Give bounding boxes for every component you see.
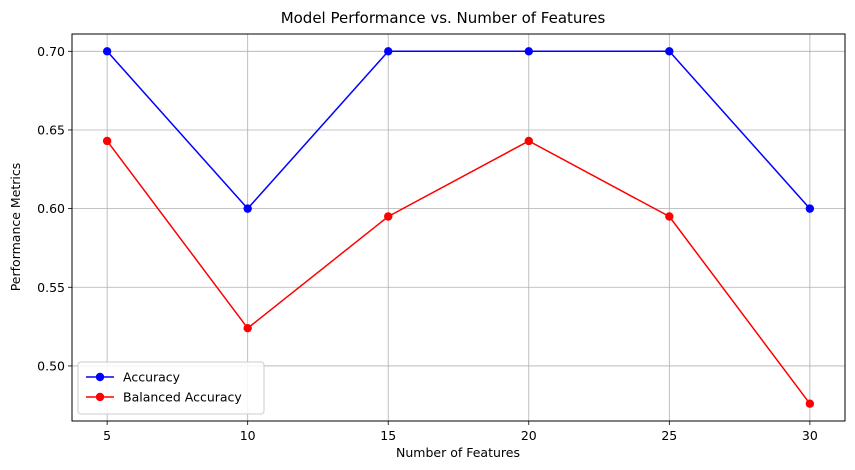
y-tick-label: 0.60 bbox=[37, 201, 65, 216]
y-axis-label: Performance Metrics bbox=[8, 163, 23, 292]
data-point bbox=[384, 212, 393, 221]
x-tick-label: 5 bbox=[103, 428, 111, 443]
series-line bbox=[106, 140, 811, 405]
y-axis-ticks: 0.50 0.55 0.60 0.65 0.70 bbox=[37, 44, 72, 373]
y-tick-label: 0.65 bbox=[37, 122, 65, 137]
x-tick-label: 20 bbox=[521, 428, 537, 443]
x-tick-label: 30 bbox=[802, 428, 818, 443]
data-point bbox=[384, 47, 393, 56]
data-point bbox=[243, 204, 252, 213]
data-point bbox=[524, 47, 533, 56]
legend-label: Balanced Accuracy bbox=[123, 390, 242, 405]
plot-frame bbox=[71, 33, 846, 422]
data-point bbox=[524, 136, 533, 146]
x-axis-label: Number of Features bbox=[396, 445, 520, 460]
series-line bbox=[106, 50, 811, 210]
y-tick-label: 0.70 bbox=[37, 44, 65, 59]
x-tick-label: 25 bbox=[661, 428, 677, 443]
data-point bbox=[102, 136, 112, 146]
series-1 bbox=[102, 136, 815, 408]
legend-box bbox=[77, 361, 265, 415]
chart-title: Model Performance vs. Number of Features bbox=[281, 9, 606, 27]
series-layer bbox=[102, 47, 815, 408]
x-tick-label: 10 bbox=[240, 428, 256, 443]
data-point bbox=[805, 399, 815, 408]
x-axis-ticks: 5 10 15 20 25 30 bbox=[103, 421, 818, 443]
x-tick-label: 15 bbox=[380, 428, 396, 443]
legend-marker bbox=[95, 392, 105, 402]
data-point bbox=[665, 47, 674, 56]
series-0 bbox=[102, 47, 815, 213]
data-point bbox=[805, 204, 815, 213]
legend-marker bbox=[95, 372, 105, 382]
data-point bbox=[102, 47, 112, 56]
y-tick-label: 0.55 bbox=[37, 280, 65, 295]
data-point bbox=[243, 323, 252, 333]
y-tick-label: 0.50 bbox=[37, 358, 65, 373]
legend: Accuracy Balanced Accuracy bbox=[77, 361, 265, 415]
legend-label: Accuracy bbox=[123, 370, 181, 385]
data-point bbox=[665, 212, 674, 221]
